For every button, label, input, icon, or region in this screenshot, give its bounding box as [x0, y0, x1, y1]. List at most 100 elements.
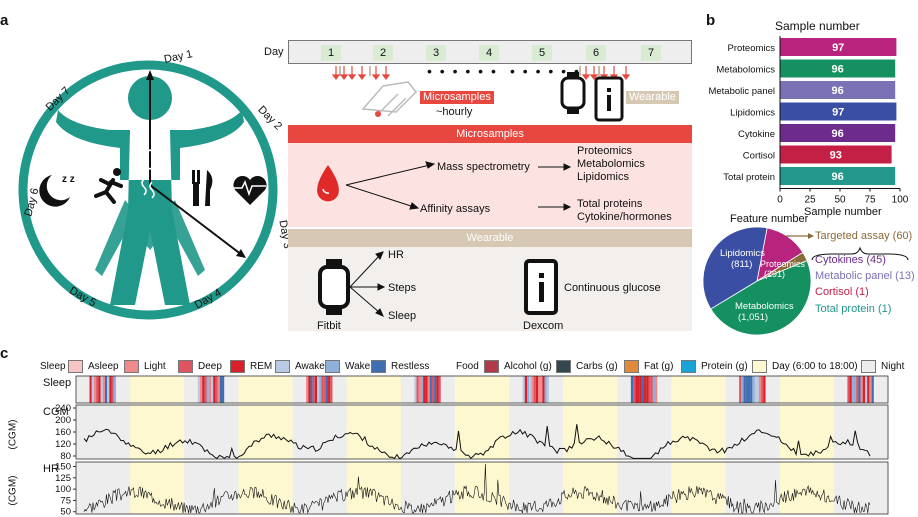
dexcom-device-icon: [524, 259, 558, 315]
bar-category-label: Cortisol: [743, 151, 775, 162]
sleep-stage-block: [113, 376, 116, 403]
sleep-stage-block: [635, 376, 638, 403]
hr-ylabel: (CGM): [7, 475, 19, 506]
sleep-stage-block: [206, 376, 209, 403]
legend-label-deep: Deep: [198, 361, 222, 372]
bar-x-tick-label: 100: [892, 195, 909, 206]
sleep-stage-block: [111, 376, 114, 403]
bar-chart-title: Sample number: [775, 19, 860, 33]
bar-x-tick-label: 25: [804, 195, 816, 206]
y-tick-label: 160: [55, 427, 71, 438]
bar-x-tick-label: 50: [834, 195, 846, 206]
legend-label-food: Alcohol (g): [504, 361, 552, 372]
day-band: [563, 462, 618, 514]
microsample-device-icon: [361, 81, 418, 117]
day-band: [671, 462, 726, 514]
day-header: Day: [264, 46, 284, 58]
sleep-stage-block: [858, 376, 861, 403]
sleep-stage-block: [741, 376, 744, 403]
day-cell-4: 4: [479, 45, 499, 61]
sleep-stage-block: [529, 376, 532, 403]
bar-category-label: Metabolomics: [716, 65, 775, 76]
legend-swatch-food: [556, 360, 571, 373]
pie-label-proteomics: Proteomics: [760, 259, 806, 269]
sleep-stage-block: [321, 376, 324, 403]
sleep-stage-block: [871, 376, 874, 403]
y-tick-label: 150: [55, 462, 71, 473]
sleep-stage-block: [538, 376, 541, 403]
wearable-box: [288, 247, 692, 331]
bar-total-protein: [780, 167, 896, 185]
legend-swatch-deep: [178, 360, 193, 373]
day-cell-5: 5: [532, 45, 552, 61]
legend-label-food: Protein (g): [701, 361, 748, 372]
y-tick-label: 75: [60, 495, 71, 506]
day-band: [238, 405, 293, 459]
sleep-stage-block: [414, 376, 417, 403]
sleep-stage-block: [319, 376, 322, 403]
y-tick-label: 80: [60, 451, 71, 462]
sleep-stage-block: [323, 376, 326, 403]
targeted-cortisol: Cortisol (1): [815, 286, 869, 298]
fitbit-output-sleep: Sleep: [388, 310, 417, 322]
pie-label-metabolomics-n: (1,051): [738, 312, 769, 323]
sleep-stage-block: [754, 376, 757, 403]
pie-label-lipidomics: Lipidomics: [720, 248, 765, 259]
sampling-arrows: [331, 66, 631, 122]
sleep-stage-block: [93, 376, 97, 403]
sleep-stage-block: [423, 376, 426, 403]
day-band: [346, 376, 401, 403]
legend-day-swatch: [752, 360, 767, 373]
day-band: [779, 405, 834, 459]
day-band: [130, 376, 185, 403]
sleep-stage-block: [98, 376, 101, 403]
legend-swatch-asleep: [68, 360, 83, 373]
legend-swatch-food: [681, 360, 696, 373]
sleep-stage-block: [208, 376, 211, 403]
bar-category-label: Lipidomics: [730, 108, 775, 119]
sleep-stage-block: [869, 376, 872, 403]
sleep-stage-block: [431, 376, 435, 403]
sleep-stage-block: [646, 376, 649, 403]
running-icon: [94, 168, 123, 204]
sleep-stage-block: [639, 376, 642, 403]
dots-5: • • • • • •: [510, 63, 581, 79]
targeted-metabolic-panel: Metabolic panel (13): [815, 270, 915, 282]
hr-line: [83, 463, 871, 514]
sleep-stage-block: [535, 376, 538, 403]
sleep-stage-block: [330, 376, 333, 403]
bar-category-label: Cytokine: [738, 129, 775, 140]
aa-output-cytokines: Cytokine/hormones: [577, 211, 672, 223]
legend-label-rem: REM: [250, 361, 273, 372]
legend-label-asleep: Asleep: [88, 361, 119, 372]
sleep-stage-block: [739, 376, 742, 403]
bar-metabolomics: [780, 59, 896, 78]
sleep-stage-block: [306, 376, 309, 403]
sleep-stage-block: [102, 376, 105, 403]
sleep-stage-block: [862, 376, 865, 403]
y-tick-label: 200: [55, 415, 71, 426]
y-tick-label: 120: [55, 439, 71, 450]
y-tick-label: 240: [55, 403, 71, 414]
sleep-stage-block: [211, 376, 214, 403]
bar-chart-xlabel: Sample number: [804, 206, 882, 218]
sleep-stage-block: [527, 376, 530, 403]
bar-value: 96: [831, 64, 843, 76]
sleep-stage-block: [763, 376, 766, 403]
sleep-stage-block: [542, 376, 545, 403]
day-band: [454, 405, 510, 459]
sleep-stage-block: [648, 376, 651, 403]
day-band: [346, 462, 401, 514]
sleep-stage-block: [434, 376, 437, 403]
mass-spec-label: Mass spectrometry: [437, 161, 530, 173]
pie-label-metabolomics: Metabolomics: [735, 301, 794, 312]
sleep-stage-block: [533, 376, 536, 403]
day-band: [346, 405, 401, 459]
sleep-stage-block: [215, 376, 218, 403]
sleep-stage-block: [650, 376, 653, 403]
sleep-stage-block: [750, 376, 753, 403]
panel-letter-c: c: [0, 345, 9, 362]
bar-category-label: Metabolic panel: [708, 86, 775, 97]
sleep-stage-block: [633, 376, 636, 403]
sleep-stage-block: [847, 376, 850, 403]
